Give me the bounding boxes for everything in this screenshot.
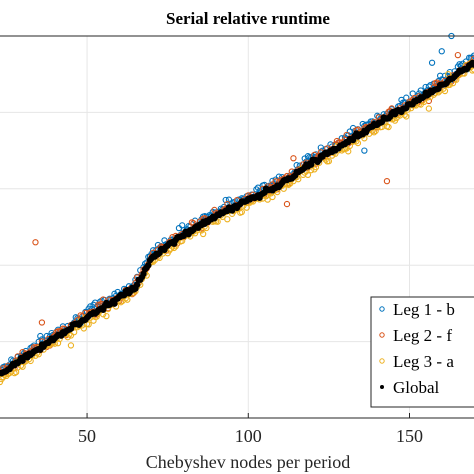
leg2-outlier bbox=[283, 200, 291, 208]
leg3-point bbox=[269, 193, 276, 201]
leg1-point bbox=[37, 332, 44, 340]
leg2-outlier bbox=[38, 319, 46, 326]
leg3-point bbox=[224, 216, 231, 223]
legend-marker-global bbox=[380, 385, 384, 389]
x-tick-label-0: 50 bbox=[78, 426, 96, 446]
leg3-point bbox=[304, 171, 312, 179]
leg1-point bbox=[417, 87, 424, 94]
x-axis-label: Chebyshev nodes per period bbox=[146, 452, 350, 472]
leg3-point bbox=[80, 325, 87, 332]
leg2-outlier bbox=[290, 155, 297, 162]
leg3-point bbox=[117, 299, 125, 306]
chart-title: Serial relative runtime bbox=[166, 9, 330, 28]
x-tick-label-1: 100 bbox=[235, 426, 262, 446]
leg1-point bbox=[253, 186, 260, 193]
leg2-point bbox=[343, 131, 350, 139]
leg1-outlier bbox=[438, 48, 445, 55]
legend-label-leg1: Leg 1 - b bbox=[393, 300, 455, 319]
leg3-point bbox=[214, 218, 221, 225]
leg1-outlier bbox=[361, 147, 368, 154]
leg2-outlier bbox=[32, 239, 39, 246]
global-point bbox=[470, 61, 474, 68]
data-points bbox=[0, 32, 474, 386]
legend-box bbox=[370, 296, 474, 408]
leg1-point bbox=[403, 94, 410, 101]
leg3-point bbox=[103, 312, 110, 320]
leg2-outlier bbox=[383, 178, 391, 185]
leg3-point bbox=[441, 87, 449, 95]
global-point bbox=[145, 262, 152, 269]
leg2-point bbox=[100, 296, 107, 303]
leg3-point bbox=[354, 139, 362, 147]
leg3-point bbox=[385, 123, 392, 131]
legend-label-leg2: Leg 2 - f bbox=[393, 326, 452, 345]
leg3-point bbox=[370, 129, 378, 136]
leg3-point bbox=[67, 332, 75, 339]
leg3-point bbox=[90, 317, 97, 324]
leg3-point bbox=[295, 176, 302, 183]
legend-label-global: Global bbox=[393, 378, 440, 397]
legend: Leg 1 - b Leg 2 - f Leg 3 - a Global bbox=[370, 296, 474, 408]
leg3-point bbox=[325, 158, 333, 165]
x-tick-label-2: 150 bbox=[396, 426, 423, 446]
legend-label-leg3: Leg 3 - a bbox=[393, 352, 454, 371]
leg3-point bbox=[27, 357, 34, 365]
leg3-outlier bbox=[425, 105, 433, 112]
leg3-point bbox=[199, 230, 207, 238]
leg3-point bbox=[372, 127, 379, 135]
leg3-point bbox=[403, 113, 410, 120]
legend-marker-leg1 bbox=[379, 306, 385, 312]
leg3-point bbox=[264, 196, 271, 203]
leg1-outlier bbox=[428, 59, 436, 66]
leg3-point bbox=[124, 296, 131, 303]
leg3-outlier bbox=[12, 369, 20, 376]
x-axis-ticks: 50 100 150 bbox=[78, 413, 423, 446]
leg1-point bbox=[456, 61, 463, 68]
legend-marker-leg3 bbox=[379, 358, 385, 364]
leg2-outlier bbox=[454, 51, 462, 59]
leg3-outlier bbox=[67, 342, 75, 349]
legend-marker-leg2 bbox=[379, 332, 385, 338]
leg3-point bbox=[238, 208, 245, 216]
axes bbox=[0, 35, 474, 419]
leg3-point bbox=[85, 321, 92, 328]
leg2-point bbox=[211, 206, 218, 214]
leg3-point bbox=[71, 329, 78, 336]
global-point bbox=[307, 161, 315, 168]
global-point bbox=[133, 281, 141, 289]
leg3-point bbox=[345, 148, 352, 155]
